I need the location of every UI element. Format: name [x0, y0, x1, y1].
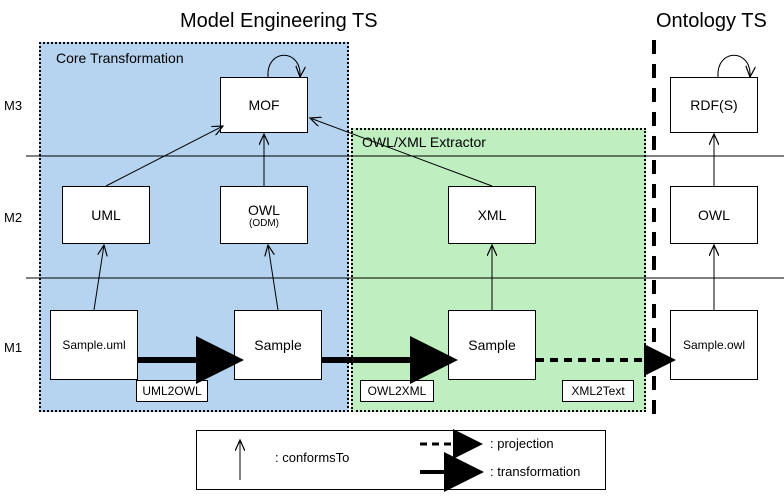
node-xml-label: XML — [478, 207, 507, 223]
node-owl-right: OWL — [670, 186, 758, 244]
header-ontology-ts: Ontology TS — [656, 10, 767, 33]
node-sample-owl: Sample.owl — [670, 310, 758, 380]
node-sample-mid: Sample — [234, 310, 322, 380]
node-sample-xml: Sample — [448, 310, 536, 380]
legend-transformation: : transformation — [490, 464, 580, 479]
node-owl-odm: OWL (ODM) — [220, 186, 308, 244]
node-sample-uml-label: Sample.uml — [62, 338, 125, 352]
box-uml2owl: UML2OWL — [136, 380, 208, 402]
node-mof: MOF — [220, 77, 308, 133]
node-sample-mid-label: Sample — [254, 337, 301, 353]
node-owl-sub: (ODM) — [249, 218, 279, 229]
level-m1: M1 — [4, 340, 22, 355]
node-rdfs-label: RDF(S) — [690, 97, 737, 113]
box-owl2xml: OWL2XML — [360, 380, 434, 402]
legend-projection: : projection — [490, 436, 554, 451]
node-uml-label: UML — [91, 207, 121, 223]
region-extractor-label: OWL/XML Extractor — [362, 134, 486, 150]
level-m3: M3 — [4, 98, 22, 113]
node-mof-label: MOF — [248, 97, 279, 113]
node-owl-label: OWL — [248, 202, 280, 218]
node-uml: UML — [62, 186, 150, 244]
node-rdfs: RDF(S) — [670, 77, 758, 133]
header-model-eng: Model Engineering TS — [180, 10, 378, 33]
level-m2: M2 — [4, 210, 22, 225]
node-owl-right-label: OWL — [698, 207, 730, 223]
region-core-label: Core Transformation — [56, 50, 184, 66]
legend-conforms: : conformsTo — [275, 450, 349, 465]
node-sample-xml-label: Sample — [468, 337, 515, 353]
node-xml: XML — [448, 186, 536, 244]
node-sample-owl-label: Sample.owl — [683, 338, 745, 352]
box-xml2text: XML2Text — [562, 380, 634, 402]
node-sample-uml: Sample.uml — [50, 310, 138, 380]
